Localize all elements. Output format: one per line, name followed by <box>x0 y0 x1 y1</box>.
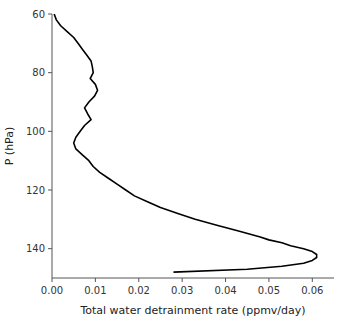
x-tick <box>138 278 139 282</box>
x-tick-label: 0.01 <box>84 285 106 296</box>
x-tick-label: 0.02 <box>128 285 150 296</box>
x-axis-line <box>52 278 334 279</box>
x-tick <box>52 278 53 282</box>
y-axis-line <box>52 14 53 278</box>
y-tick-label: 100 <box>26 126 45 137</box>
y-axis-label: P (hPa) <box>3 127 16 166</box>
x-tick <box>312 278 313 282</box>
x-tick-label: 0.00 <box>41 285 63 296</box>
y-tick-label: 60 <box>32 9 45 20</box>
x-tick-label: 0.04 <box>214 285 236 296</box>
x-tick-label: 0.05 <box>258 285 280 296</box>
x-tick-label: 0.03 <box>171 285 193 296</box>
chart: 0.00 0.01 0.02 0.03 0.04 0.05 0.06 60 80 100 120 14… <box>0 0 350 324</box>
y-tick <box>48 248 52 249</box>
x-axis-label: Total water detrainment rate (ppmv/day) <box>79 304 305 317</box>
y-tick <box>48 72 52 73</box>
y-tick <box>48 190 52 191</box>
x-tick <box>225 278 226 282</box>
y-tick <box>48 131 52 132</box>
x-tick-label: 0.06 <box>301 285 323 296</box>
y-tick-label: 120 <box>26 185 45 196</box>
x-tick <box>268 278 269 282</box>
y-tick-label: 80 <box>32 67 45 78</box>
y-tick <box>48 14 52 15</box>
line <box>54 14 316 272</box>
x-tick <box>182 278 183 282</box>
y-tick-label: 140 <box>26 243 45 254</box>
x-tick <box>95 278 96 282</box>
plot-area <box>54 14 316 272</box>
